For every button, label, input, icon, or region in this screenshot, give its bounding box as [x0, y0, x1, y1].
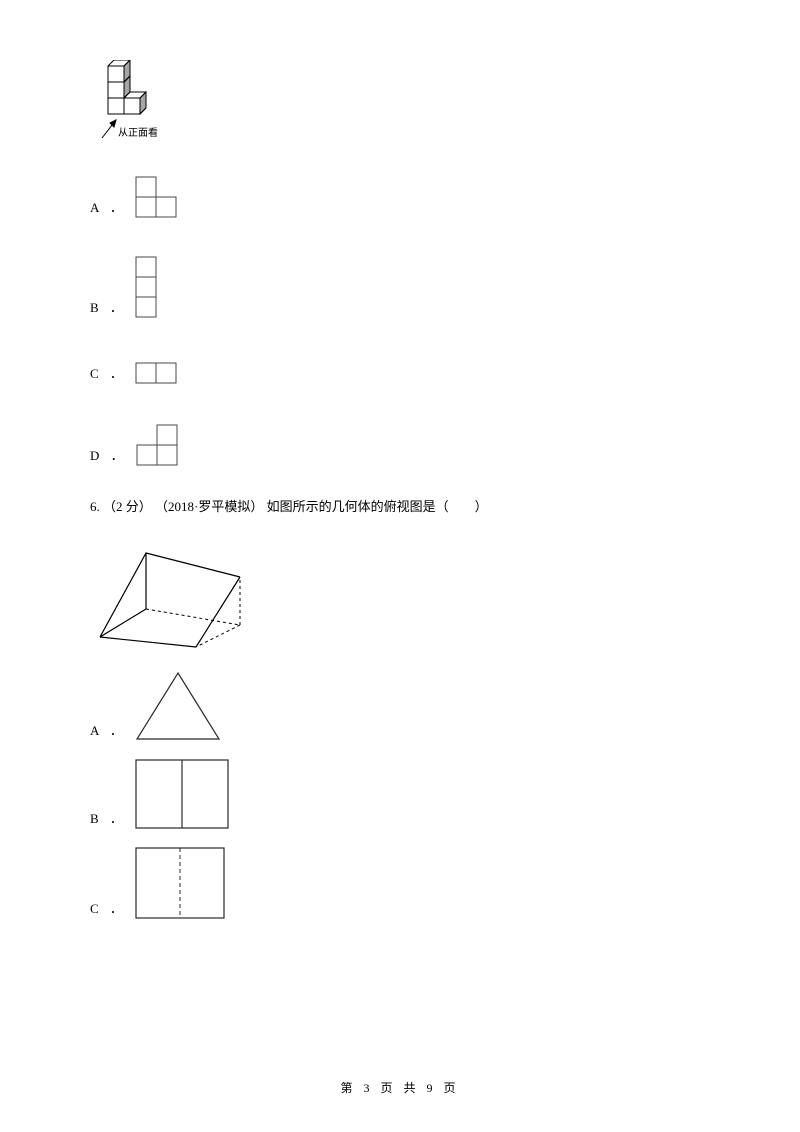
- q6-c-svg: [135, 847, 225, 919]
- q6-stem-figure: [90, 539, 710, 651]
- q6-option-b[interactable]: B ．: [90, 759, 710, 829]
- view-caption: 从正面看: [118, 126, 158, 139]
- q5-option-a[interactable]: A ．: [90, 176, 710, 218]
- q5-stem-figure: 从正面看: [100, 60, 710, 142]
- option-label: A ．: [90, 197, 127, 218]
- q6-a-svg: [135, 671, 221, 741]
- prism-svg: [90, 539, 250, 651]
- option-label: C ．: [90, 898, 127, 919]
- q6-stem: 6. （2 分） （2018·罗平模拟） 如图所示的几何体的俯视图是（ ）: [90, 496, 710, 515]
- page-footer: 第 3 页 共 9 页: [0, 1079, 800, 1096]
- option-label: A ．: [90, 720, 127, 741]
- q6-option-c[interactable]: C ．: [90, 847, 710, 919]
- q5-c-svg: [135, 362, 177, 384]
- option-label: D ．: [90, 445, 128, 466]
- q6-b-svg: [135, 759, 229, 829]
- q5-a-svg: [135, 176, 177, 218]
- q6-points: （2 分）: [103, 499, 152, 514]
- q6-number: 6.: [90, 499, 100, 514]
- q5-d-svg: [136, 424, 178, 466]
- option-label: B ．: [90, 808, 127, 829]
- q6-text: 如图所示的几何体的俯视图是（ ）: [267, 499, 488, 514]
- q5-option-d[interactable]: D ．: [90, 424, 710, 466]
- q5-option-c[interactable]: C ．: [90, 362, 710, 384]
- q6-option-a[interactable]: A ．: [90, 671, 710, 741]
- q5-option-b[interactable]: B ．: [90, 256, 710, 318]
- cube-l-figure-svg: 从正面看: [100, 60, 166, 142]
- option-label: C ．: [90, 363, 127, 384]
- q6-source: （2018·罗平模拟）: [155, 499, 263, 514]
- option-label: B ．: [90, 297, 127, 318]
- q5-b-svg: [135, 256, 157, 318]
